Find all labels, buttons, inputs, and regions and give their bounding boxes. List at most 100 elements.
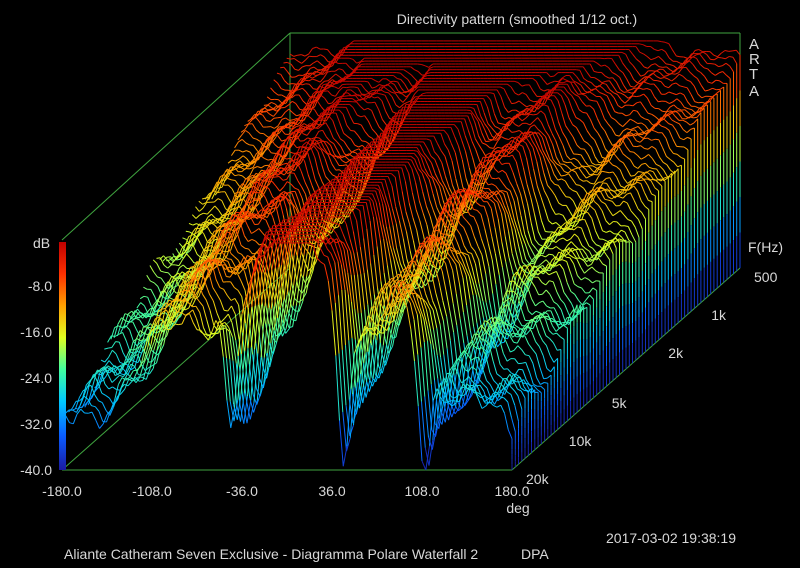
trace-segment bbox=[212, 222, 217, 224]
trace-segment bbox=[588, 196, 593, 208]
trace-segment bbox=[548, 147, 554, 160]
trace-segment bbox=[293, 162, 298, 167]
trace-segment bbox=[176, 258, 181, 261]
trace-segment bbox=[367, 81, 373, 89]
trace-segment bbox=[487, 169, 492, 179]
trace-segment bbox=[564, 93, 569, 100]
trace-segment bbox=[544, 130, 550, 137]
trace-segment bbox=[579, 184, 584, 189]
trace-segment bbox=[703, 104, 708, 107]
trace-segment bbox=[536, 110, 542, 115]
trace-segment bbox=[515, 100, 520, 104]
trace-segment bbox=[355, 98, 361, 102]
trace-segment bbox=[350, 130, 355, 132]
trace-segment bbox=[443, 129, 449, 136]
trace-segment bbox=[196, 236, 201, 245]
trace-segment bbox=[538, 132, 543, 138]
trace-segment bbox=[479, 164, 485, 169]
trace-segment bbox=[363, 107, 369, 111]
trace-segment bbox=[650, 180, 656, 188]
trace-segment bbox=[688, 108, 693, 111]
trace-line bbox=[182, 135, 633, 364]
trace-segment bbox=[655, 148, 660, 158]
trace-segment bbox=[561, 113, 567, 126]
trace-segment bbox=[199, 226, 204, 230]
trace-segment bbox=[311, 165, 316, 180]
trace-segment bbox=[337, 155, 343, 159]
trace-segment bbox=[630, 87, 635, 91]
trace-segment bbox=[529, 113, 534, 116]
trace-segment bbox=[604, 198, 609, 201]
trace-segment bbox=[292, 152, 297, 158]
trace-segment bbox=[276, 107, 281, 112]
trace-segment bbox=[245, 142, 250, 146]
trace-segment bbox=[643, 93, 648, 99]
trace-segment bbox=[479, 162, 484, 164]
trace-segment bbox=[503, 88, 509, 98]
trace-segment bbox=[416, 147, 422, 154]
trace-segment bbox=[510, 120, 516, 125]
trace-segment bbox=[464, 135, 470, 146]
trace-segment bbox=[614, 111, 619, 114]
trace-segment bbox=[521, 132, 526, 138]
trace-segment bbox=[602, 238, 608, 242]
trace-segment bbox=[560, 95, 566, 106]
trace-segment bbox=[682, 75, 688, 81]
trace-segment bbox=[548, 88, 554, 93]
trace-segment bbox=[288, 137, 294, 144]
trace-segment bbox=[216, 181, 221, 184]
trace-segment bbox=[584, 219, 589, 229]
trace-segment bbox=[714, 63, 719, 68]
trace-segment bbox=[431, 162, 436, 174]
trace-segment bbox=[292, 131, 297, 136]
trace-segment bbox=[605, 171, 610, 174]
trace-segment bbox=[591, 162, 596, 166]
trace-segment bbox=[655, 70, 661, 74]
trace-segment bbox=[314, 131, 320, 138]
trace-segment bbox=[567, 98, 573, 110]
trace-segment bbox=[636, 95, 640, 98]
trace-segment bbox=[653, 83, 659, 89]
trace-segment bbox=[326, 83, 331, 87]
trace-segment bbox=[307, 114, 312, 119]
trace-segment bbox=[555, 213, 560, 215]
trace-segment bbox=[639, 93, 644, 97]
trace-segment bbox=[616, 221, 622, 227]
trace-segment bbox=[429, 66, 434, 69]
trace-segment bbox=[606, 230, 611, 233]
trace-segment bbox=[550, 189, 556, 196]
trace-segment bbox=[567, 241, 572, 246]
trace-segment bbox=[578, 210, 583, 223]
trace-segment bbox=[597, 79, 603, 84]
trace-segment bbox=[202, 224, 207, 226]
trace-segment bbox=[477, 176, 483, 187]
trace-segment bbox=[635, 132, 640, 137]
trace-segment bbox=[266, 96, 272, 100]
trace-segment bbox=[630, 175, 635, 177]
trace-segment bbox=[589, 174, 594, 177]
trace-segment bbox=[371, 77, 376, 82]
trace-segment bbox=[543, 172, 548, 186]
trace-line bbox=[227, 95, 679, 323]
trace-segment bbox=[703, 58, 708, 64]
trace-segment bbox=[619, 89, 625, 93]
trace-segment bbox=[629, 109, 634, 116]
trace-segment bbox=[352, 58, 358, 64]
trace-segment bbox=[286, 90, 292, 97]
trace-segment bbox=[692, 56, 697, 59]
trace-segment bbox=[329, 140, 335, 145]
trace-segment bbox=[305, 91, 311, 98]
trace-segment bbox=[272, 106, 277, 110]
trace-segment bbox=[683, 94, 689, 103]
trace-segment bbox=[241, 178, 247, 187]
trace-segment bbox=[569, 196, 574, 202]
trace-segment bbox=[343, 141, 349, 148]
trace-segment bbox=[267, 158, 272, 161]
trace-segment bbox=[613, 97, 619, 106]
trace-segment bbox=[267, 167, 272, 171]
trace-segment bbox=[308, 48, 313, 55]
trace-segment bbox=[230, 171, 236, 177]
trace-segment bbox=[397, 78, 402, 80]
trace-segment bbox=[651, 193, 656, 197]
trace-segment bbox=[361, 140, 366, 142]
